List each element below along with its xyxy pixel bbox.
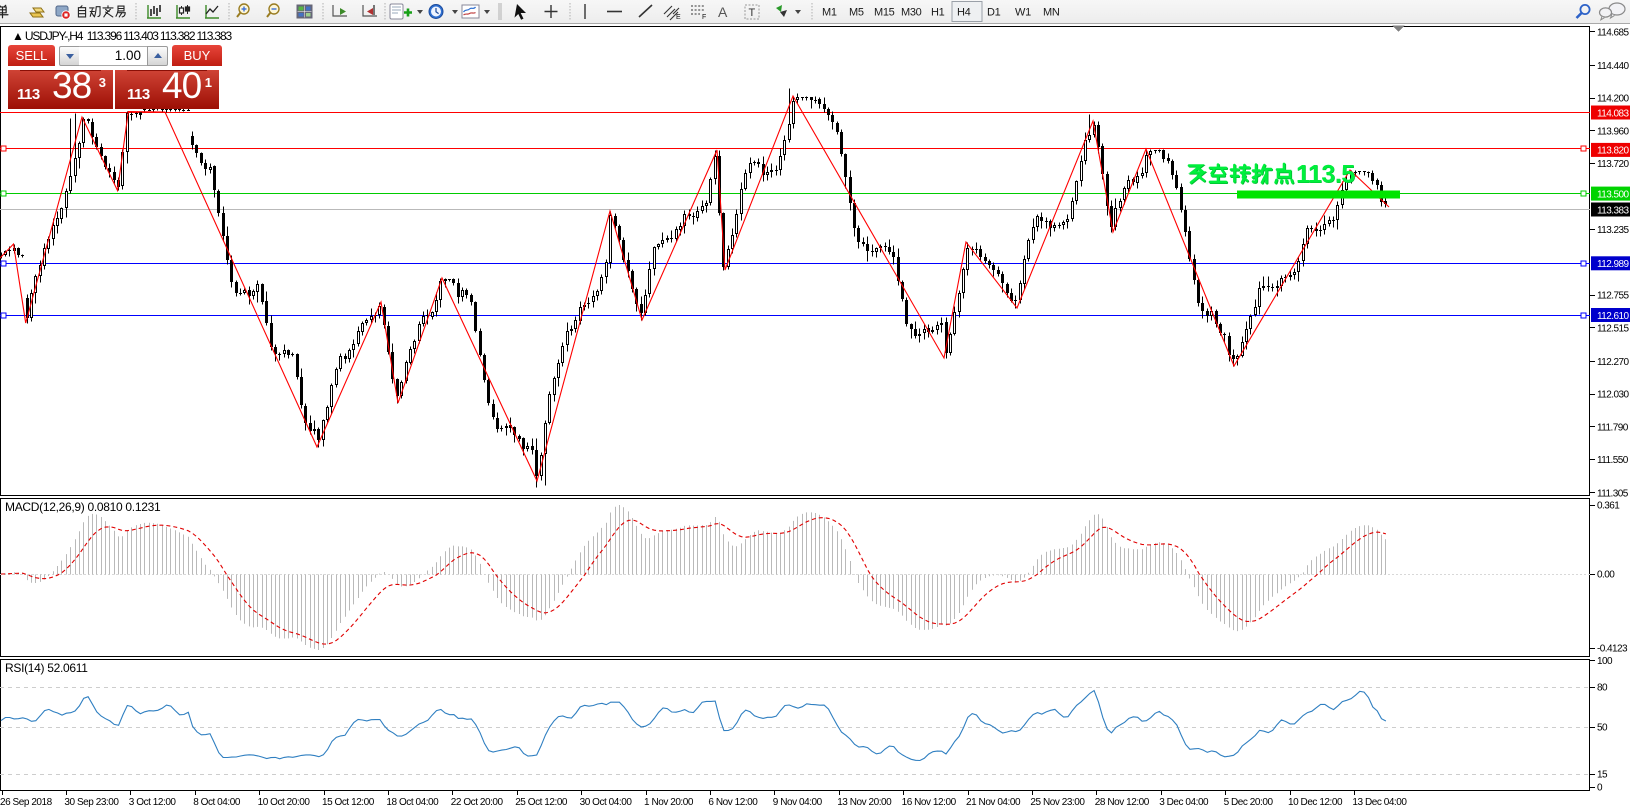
- svg-text:26 Sep 2018: 26 Sep 2018: [0, 797, 53, 808]
- svg-text:0.00: 0.00: [1597, 570, 1615, 581]
- svg-text:MACD(12,26,9) 0.0810 0.1231: MACD(12,26,9) 0.0810 0.1231: [5, 500, 161, 514]
- svg-text:5 Dec 20:00: 5 Dec 20:00: [1224, 797, 1274, 808]
- svg-text:D1: D1: [987, 7, 1001, 19]
- svg-text:112.989: 112.989: [1597, 259, 1630, 270]
- svg-text:W1: W1: [1015, 7, 1031, 19]
- svg-text:10 Oct 20:00: 10 Oct 20:00: [258, 797, 311, 808]
- svg-text:9 Nov 04:00: 9 Nov 04:00: [773, 797, 823, 808]
- svg-text:25 Nov 23:00: 25 Nov 23:00: [1030, 797, 1085, 808]
- svg-text:H4: H4: [957, 7, 971, 19]
- svg-text:H1: H1: [931, 7, 945, 19]
- svg-text:50: 50: [1597, 723, 1608, 734]
- svg-text:112.030: 112.030: [1597, 390, 1630, 401]
- svg-text:0.361: 0.361: [1597, 501, 1620, 512]
- svg-text:114.440: 114.440: [1597, 61, 1630, 72]
- svg-text:113.820: 113.820: [1597, 146, 1630, 157]
- svg-text:-0.4123: -0.4123: [1597, 644, 1628, 655]
- svg-text:21 Nov 04:00: 21 Nov 04:00: [966, 797, 1021, 808]
- svg-text:113.960: 113.960: [1597, 126, 1630, 137]
- svg-text:10 Dec 12:00: 10 Dec 12:00: [1288, 797, 1343, 808]
- svg-text:113.500: 113.500: [1597, 189, 1630, 200]
- svg-text:80: 80: [1597, 683, 1608, 694]
- svg-text:114.200: 114.200: [1597, 94, 1630, 105]
- svg-text:M30: M30: [901, 7, 922, 19]
- svg-text:M1: M1: [822, 7, 837, 19]
- svg-text:A: A: [718, 4, 728, 20]
- svg-text:16 Nov 12:00: 16 Nov 12:00: [902, 797, 957, 808]
- svg-text:111.305: 111.305: [1597, 489, 1629, 500]
- svg-text:E: E: [676, 14, 681, 21]
- svg-text:RSI(14) 52.0611: RSI(14) 52.0611: [5, 661, 88, 675]
- svg-text:30 Oct 04:00: 30 Oct 04:00: [580, 797, 633, 808]
- svg-text:100: 100: [1597, 656, 1613, 667]
- svg-text:114.685: 114.685: [1597, 27, 1630, 38]
- svg-text:1 Nov 20:00: 1 Nov 20:00: [644, 797, 694, 808]
- svg-text:25 Oct 12:00: 25 Oct 12:00: [515, 797, 568, 808]
- svg-text:15: 15: [1597, 770, 1608, 781]
- svg-text:MN: MN: [1043, 7, 1060, 19]
- svg-text:30 Sep 23:00: 30 Sep 23:00: [64, 797, 119, 808]
- svg-text:111.790: 111.790: [1597, 422, 1629, 433]
- svg-text:6 Nov 12:00: 6 Nov 12:00: [708, 797, 758, 808]
- svg-text:112.270: 112.270: [1597, 357, 1630, 368]
- svg-text:113.383: 113.383: [1597, 205, 1630, 216]
- svg-text:113.5: 113.5: [1297, 161, 1356, 189]
- svg-text:T: T: [749, 7, 756, 19]
- svg-text:113.720: 113.720: [1597, 159, 1630, 170]
- svg-text:113.5: 113.5: [1296, 160, 1355, 188]
- svg-text:113.235: 113.235: [1597, 225, 1630, 236]
- svg-text:111.550: 111.550: [1597, 455, 1629, 466]
- svg-text:15 Oct 12:00: 15 Oct 12:00: [322, 797, 375, 808]
- svg-text:8 Oct 04:00: 8 Oct 04:00: [193, 797, 241, 808]
- svg-text:22 Oct 20:00: 22 Oct 20:00: [451, 797, 504, 808]
- svg-text:112.610: 112.610: [1597, 311, 1630, 322]
- svg-text:3 Oct 12:00: 3 Oct 12:00: [129, 797, 177, 808]
- svg-text:28 Nov 12:00: 28 Nov 12:00: [1095, 797, 1150, 808]
- svg-text:112.515: 112.515: [1597, 323, 1630, 334]
- svg-text:112.755: 112.755: [1597, 291, 1630, 302]
- svg-text:13 Nov 20:00: 13 Nov 20:00: [837, 797, 892, 808]
- svg-text:M15: M15: [874, 7, 895, 19]
- svg-text:18 Oct 04:00: 18 Oct 04:00: [386, 797, 439, 808]
- svg-text:3 Dec 04:00: 3 Dec 04:00: [1159, 797, 1209, 808]
- svg-text:13 Dec 04:00: 13 Dec 04:00: [1352, 797, 1407, 808]
- svg-text:0: 0: [1597, 783, 1603, 794]
- svg-text:M5: M5: [849, 7, 864, 19]
- svg-text:114.083: 114.083: [1597, 108, 1630, 119]
- svg-text:F: F: [702, 14, 706, 21]
